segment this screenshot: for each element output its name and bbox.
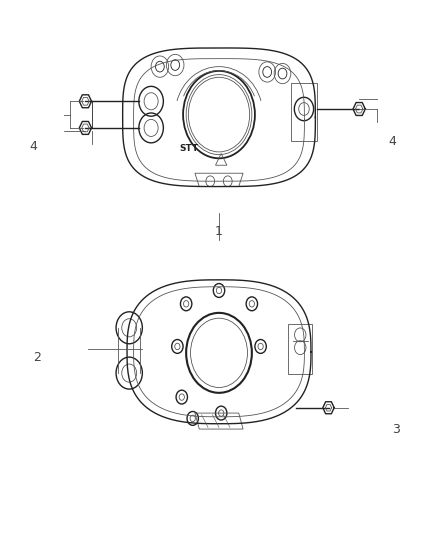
Text: 2: 2: [33, 351, 41, 364]
Text: 1: 1: [215, 225, 223, 238]
Text: 4: 4: [388, 135, 396, 148]
Text: 4: 4: [29, 140, 37, 153]
Text: 3: 3: [392, 423, 400, 435]
Text: STT: STT: [180, 144, 199, 152]
